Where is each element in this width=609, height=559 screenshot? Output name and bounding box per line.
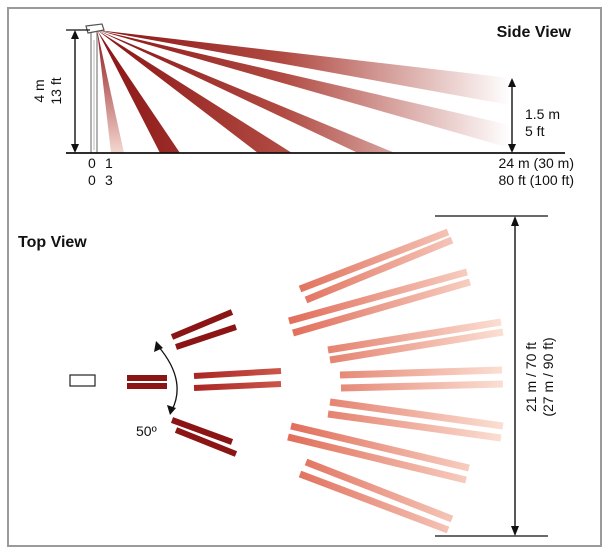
distance-0-metric: 0 <box>88 155 96 171</box>
target-height-imperial-label: 5 ft <box>525 123 545 139</box>
distance-3-imperial: 3 <box>105 172 113 188</box>
sensor-top-icon <box>69 374 96 387</box>
target-height-arrow <box>508 78 516 153</box>
height-metric-label: 4 m <box>31 79 47 102</box>
angle-arrow-bottom <box>167 405 176 415</box>
top-view-title: Top View <box>18 234 87 251</box>
top-beam-12 <box>292 278 471 337</box>
side-beam-4 <box>97 30 292 153</box>
top-beam-16 <box>340 380 504 392</box>
width-label-line2: (27 m / 90 ft) <box>540 337 556 416</box>
sensor-icon <box>85 23 105 34</box>
top-beam-15 <box>339 366 503 379</box>
top-beam-7 <box>193 368 282 379</box>
distance-1-metric: 1 <box>105 155 113 171</box>
top-beam-17 <box>329 398 504 430</box>
side-beam-3 <box>97 30 395 153</box>
top-beam-9 <box>298 228 450 293</box>
angle-arrow-top <box>154 341 163 352</box>
top-beam-13 <box>327 318 502 354</box>
distance-0-imperial: 0 <box>88 172 96 188</box>
top-beam-20 <box>287 433 467 484</box>
target-height-metric-label: 1.5 m <box>525 106 560 122</box>
top-view: Top View 50º 21 m / 70 ft (27 m / 90 ft) <box>18 215 556 537</box>
width-arrow <box>435 215 548 537</box>
top-view-beams <box>127 228 504 534</box>
top-beam-14 <box>329 328 504 364</box>
height-arrow <box>66 29 90 153</box>
range-imperial-label: 80 ft (100 ft) <box>499 172 574 188</box>
height-imperial-label: 13 ft <box>48 77 64 104</box>
top-beam-6 <box>174 427 238 457</box>
diagram-border <box>7 7 602 547</box>
side-view-title: Side View <box>497 24 572 41</box>
top-beam-3 <box>170 309 234 340</box>
top-beam-21 <box>304 458 454 523</box>
top-beam-8 <box>193 381 282 391</box>
top-beam-19 <box>290 422 470 472</box>
angle-label: 50º <box>136 423 157 439</box>
top-beam-18 <box>327 410 502 442</box>
angle-arc <box>157 345 178 411</box>
top-beam-4 <box>175 324 237 350</box>
side-beam-2 <box>97 30 510 148</box>
top-beam-5 <box>170 417 234 445</box>
side-beam-5 <box>97 30 180 153</box>
top-beam-11 <box>288 268 468 325</box>
side-view: 4 m 13 ft 1.5 m 5 ft 0 1 0 3 24 m (30 m)… <box>31 23 574 188</box>
width-label-line1: 21 m / 70 ft <box>523 342 539 412</box>
top-beam-22 <box>298 470 450 534</box>
side-beam-1 <box>97 30 510 105</box>
top-beam-10 <box>304 236 454 304</box>
side-beam-6 <box>97 30 124 153</box>
range-metric-label: 24 m (30 m) <box>499 155 574 171</box>
